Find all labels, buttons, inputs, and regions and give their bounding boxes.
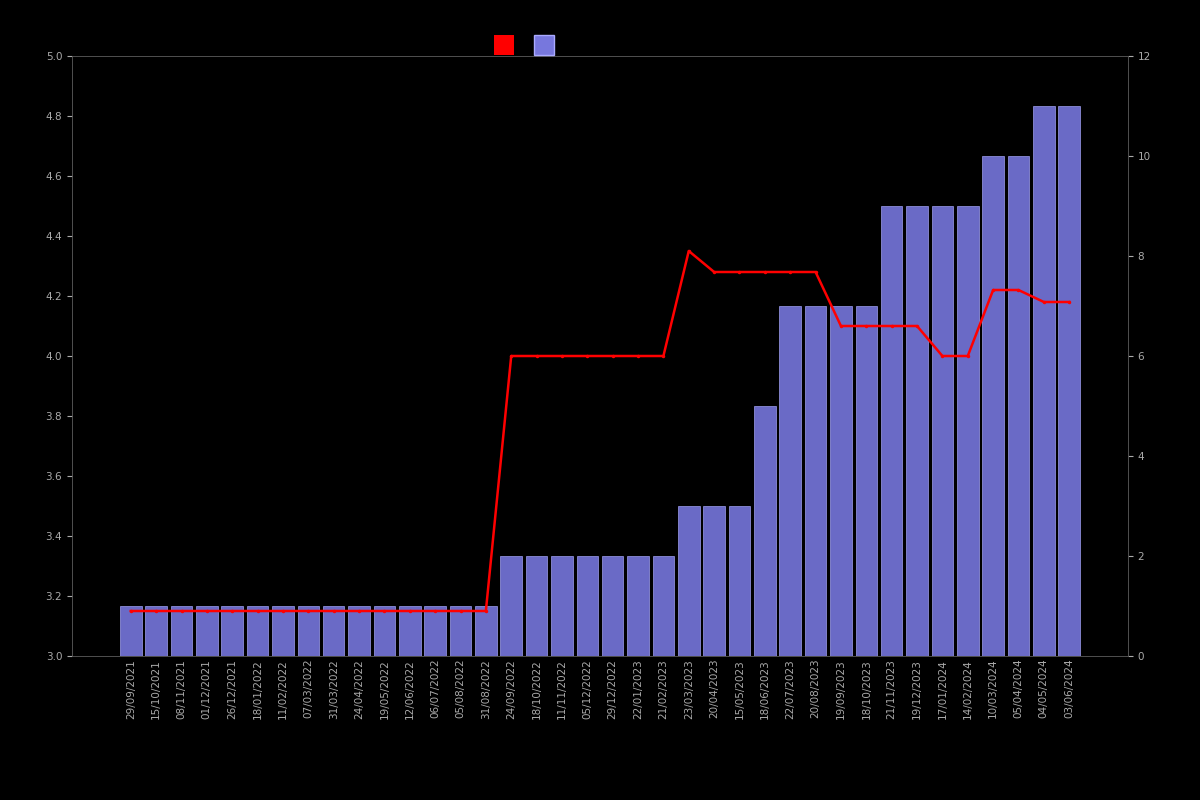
- Bar: [856, 306, 877, 656]
- Bar: [398, 606, 420, 656]
- Bar: [196, 606, 217, 656]
- Bar: [906, 206, 928, 656]
- Bar: [931, 206, 953, 656]
- Bar: [602, 556, 624, 656]
- Bar: [145, 606, 167, 656]
- Bar: [475, 606, 497, 656]
- Legend: , : ,: [491, 39, 560, 55]
- Bar: [1058, 106, 1080, 656]
- Bar: [373, 606, 395, 656]
- Bar: [323, 606, 344, 656]
- Bar: [703, 506, 725, 656]
- Bar: [830, 306, 852, 656]
- Bar: [298, 606, 319, 656]
- Bar: [653, 556, 674, 656]
- Bar: [576, 556, 598, 656]
- Bar: [272, 606, 294, 656]
- Bar: [805, 306, 827, 656]
- Bar: [170, 606, 192, 656]
- Bar: [120, 606, 142, 656]
- Bar: [956, 206, 978, 656]
- Bar: [222, 606, 244, 656]
- Bar: [247, 606, 269, 656]
- Bar: [500, 556, 522, 656]
- Bar: [348, 606, 370, 656]
- Bar: [526, 556, 547, 656]
- Bar: [1008, 156, 1030, 656]
- Bar: [881, 206, 902, 656]
- Bar: [728, 506, 750, 656]
- Bar: [780, 306, 802, 656]
- Bar: [628, 556, 649, 656]
- Bar: [678, 506, 700, 656]
- Bar: [754, 406, 775, 656]
- Bar: [983, 156, 1004, 656]
- Bar: [425, 606, 446, 656]
- Bar: [551, 556, 572, 656]
- Bar: [450, 606, 472, 656]
- Bar: [1033, 106, 1055, 656]
